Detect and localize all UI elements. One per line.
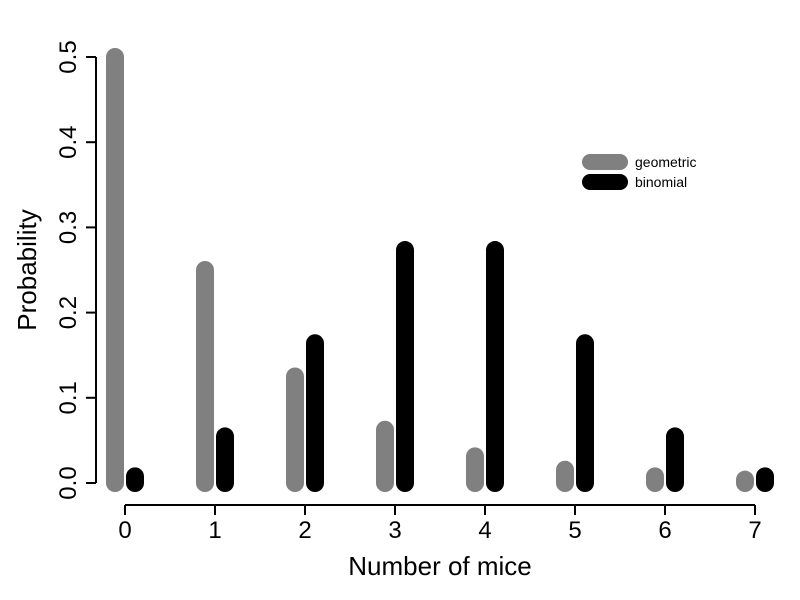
x-tick-label: 0: [118, 517, 131, 544]
y-tick-label: 0.3: [55, 211, 82, 244]
legend: geometric binomial: [582, 154, 696, 190]
bar-geometric-7: [736, 470, 754, 492]
bars: [106, 48, 774, 492]
bar-binomial-0: [126, 467, 144, 492]
y-tick-label: 0.4: [55, 126, 82, 159]
bar-binomial-6: [666, 427, 684, 492]
bar-binomial-3: [396, 241, 414, 492]
bar-binomial-4: [486, 241, 504, 492]
legend-swatch-geometric: [582, 154, 628, 170]
y-tick-label: 0.0: [55, 466, 82, 499]
bar-binomial-1: [216, 427, 234, 492]
ticks: 0.0 0.1 0.2 0.3 0.4 0.5 0 1 2 3 4 5 6 7: [55, 40, 762, 544]
bar-geometric-1: [196, 261, 214, 492]
bar-geometric-6: [646, 467, 664, 492]
bar-geometric-0: [106, 48, 124, 492]
y-tick-label: 0.5: [55, 40, 82, 73]
x-axis-title: Number of mice: [348, 551, 532, 581]
bar-geometric-2: [286, 367, 304, 492]
bar-binomial-5: [576, 334, 594, 492]
x-tick-label: 7: [748, 517, 761, 544]
x-tick-label: 3: [388, 517, 401, 544]
x-tick-label: 4: [478, 517, 491, 544]
bar-geometric-5: [556, 460, 574, 492]
legend-label-geometric: geometric: [635, 154, 696, 170]
bar-geometric-4: [466, 447, 484, 492]
legend-label-binomial: binomial: [635, 174, 687, 190]
axes: [95, 57, 755, 506]
y-tick-label: 0.2: [55, 296, 82, 329]
y-tick-label: 0.1: [55, 381, 82, 414]
x-tick-label: 2: [298, 517, 311, 544]
y-axis-title: Probability: [12, 209, 42, 330]
x-tick-label: 5: [568, 517, 581, 544]
bar-binomial-2: [306, 334, 324, 492]
x-tick-label: 1: [208, 517, 221, 544]
legend-swatch-binomial: [582, 174, 628, 190]
bar-binomial-7: [756, 467, 774, 492]
bar-geometric-3: [376, 420, 394, 492]
x-tick-label: 6: [658, 517, 671, 544]
